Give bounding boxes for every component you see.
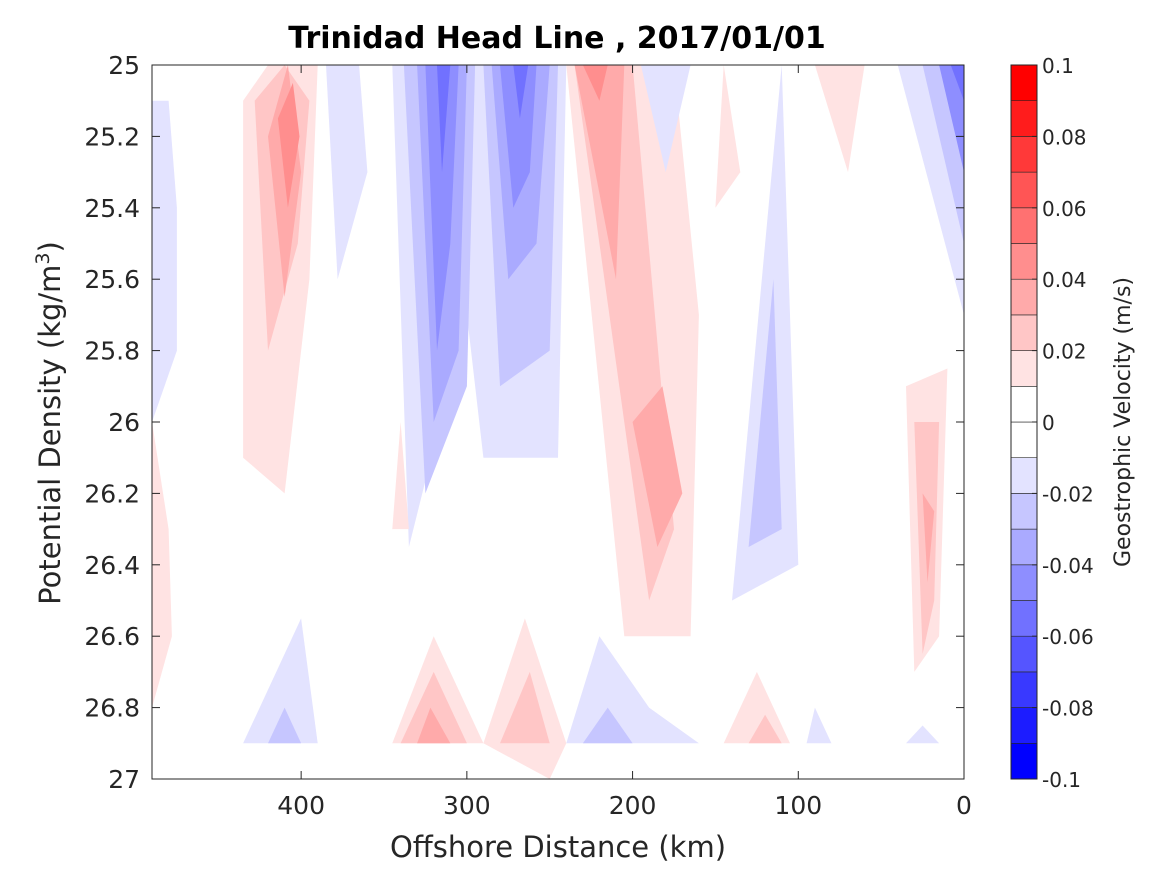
colorbar: 0.1 0.08 0.06 0.04 0.02 0 -0.02 -0.04 -0.06 -0.08… xyxy=(1010,54,1094,792)
x-axis-label: Offshore Distance (km) xyxy=(390,830,726,864)
positive-velocity-region xyxy=(574,65,625,280)
negative-velocity-region xyxy=(268,707,302,744)
colorbar-segment xyxy=(1010,635,1038,673)
positive-velocity-region xyxy=(715,65,741,208)
colorbar-tick-label: 0.08 xyxy=(1042,125,1087,149)
colorbar-tick-label: -0.08 xyxy=(1042,697,1094,721)
colorbar-segment xyxy=(1010,671,1038,708)
colorbar-tick-label: 0.02 xyxy=(1042,340,1087,364)
colorbar-segment xyxy=(1010,742,1038,780)
colorbar-tick-label: -0.06 xyxy=(1042,625,1094,649)
colorbar-tick-label: 0.1 xyxy=(1042,54,1074,78)
y-tick-label: 26.8 xyxy=(84,694,140,723)
colorbar-segment xyxy=(1010,278,1038,316)
negative-velocity-region xyxy=(326,65,368,280)
colorbar-tick-label: -0.04 xyxy=(1042,554,1094,578)
negative-velocity-region xyxy=(806,707,832,744)
colorbar-tick-label: 0 xyxy=(1042,411,1055,435)
positive-velocity-region xyxy=(392,422,409,530)
colorbar-segment xyxy=(1010,600,1038,637)
colorbar-segment xyxy=(1010,207,1038,244)
positive-velocity-region xyxy=(814,65,865,173)
y-tick-label: 25.8 xyxy=(84,337,140,366)
negative-velocity-region xyxy=(582,707,633,744)
negative-velocity-region xyxy=(906,725,940,744)
colorbar-label: Geostrophic Velocity (m/s) xyxy=(1111,277,1136,567)
colorbar-segment xyxy=(1010,564,1038,601)
y-axis: 25 25.2 25.4 25.6 25.8 26 26.2 26.4 26.6 26.8 27 xyxy=(84,51,964,794)
colorbar-segment xyxy=(1010,707,1038,744)
x-axis: 400 300 200 100 0 xyxy=(277,65,972,820)
positive-velocity-region xyxy=(582,65,608,101)
colorbar-tick-label: -0.02 xyxy=(1042,482,1094,506)
y-tick-label: 26 xyxy=(108,408,140,437)
y-tick-label: 26.6 xyxy=(84,622,140,651)
contour-fill-layer xyxy=(152,65,964,779)
plot-area: 400 300 200 100 0 25 25.2 25.4 25.6 25.8 26 26.2 26… xyxy=(84,51,972,820)
colorbar-segment xyxy=(1010,136,1038,173)
y-axis-label-main: Potential Density (kg/m xyxy=(33,265,67,605)
y-axis-label-superscript: 3 xyxy=(32,252,54,264)
negative-velocity-region xyxy=(425,65,459,351)
y-tick-label: 27 xyxy=(108,765,140,794)
colorbar-segment xyxy=(1010,421,1038,459)
positive-velocity-region xyxy=(277,82,300,208)
x-tick-label: 200 xyxy=(609,791,657,820)
y-tick-label: 25 xyxy=(108,51,140,80)
negative-velocity-region xyxy=(152,100,177,422)
colorbar-segment xyxy=(1010,243,1038,280)
positive-velocity-region xyxy=(922,493,935,583)
x-tick-label: 300 xyxy=(443,791,491,820)
y-axis-label: Potential Density (kg/m3) xyxy=(32,241,67,605)
colorbar-segment xyxy=(1010,457,1038,494)
colorbar-segment xyxy=(1010,64,1038,102)
positive-velocity-region xyxy=(500,671,550,744)
negative-velocity-region xyxy=(640,65,691,173)
positive-velocity-region xyxy=(632,386,683,547)
negative-velocity-region xyxy=(513,65,529,119)
colorbar-segment xyxy=(1010,350,1038,387)
x-tick-label: 100 xyxy=(774,791,822,820)
x-tick-label: 0 xyxy=(956,791,972,820)
positive-velocity-region xyxy=(400,671,467,744)
colorbar-segment xyxy=(1010,314,1038,351)
positive-velocity-region xyxy=(723,671,790,744)
y-axis-label-close: ) xyxy=(33,241,67,252)
colorbar-segment xyxy=(1010,171,1038,209)
colorbar-tick-label: -0.1 xyxy=(1042,768,1081,792)
colorbar-tick-label: 0.06 xyxy=(1042,197,1087,221)
y-tick-label: 26.2 xyxy=(84,479,140,508)
negative-velocity-region xyxy=(437,65,451,173)
negative-velocity-region xyxy=(500,65,537,208)
colorbar-segment xyxy=(1010,100,1038,137)
colorbar-tick-label: 0.04 xyxy=(1042,268,1087,292)
negative-velocity-region xyxy=(748,279,782,547)
negative-velocity-region xyxy=(243,618,318,744)
negative-velocity-region xyxy=(566,636,699,744)
positive-velocity-region xyxy=(417,707,451,744)
x-tick-label: 400 xyxy=(277,791,325,820)
chart-title: Trinidad Head Line , 2017/01/01 xyxy=(288,21,825,56)
negative-velocity-region xyxy=(939,65,964,173)
y-tick-label: 26.4 xyxy=(84,551,140,580)
negative-velocity-region xyxy=(950,65,964,101)
colorbar-segment xyxy=(1010,493,1038,530)
positive-velocity-region xyxy=(748,714,782,744)
y-tick-label: 25.6 xyxy=(84,265,140,294)
colorbar-segment xyxy=(1010,385,1038,423)
negative-velocity-region xyxy=(732,65,799,601)
y-tick-label: 25.4 xyxy=(84,194,140,223)
colorbar-segment xyxy=(1010,528,1038,566)
y-tick-label: 25.2 xyxy=(84,122,140,151)
